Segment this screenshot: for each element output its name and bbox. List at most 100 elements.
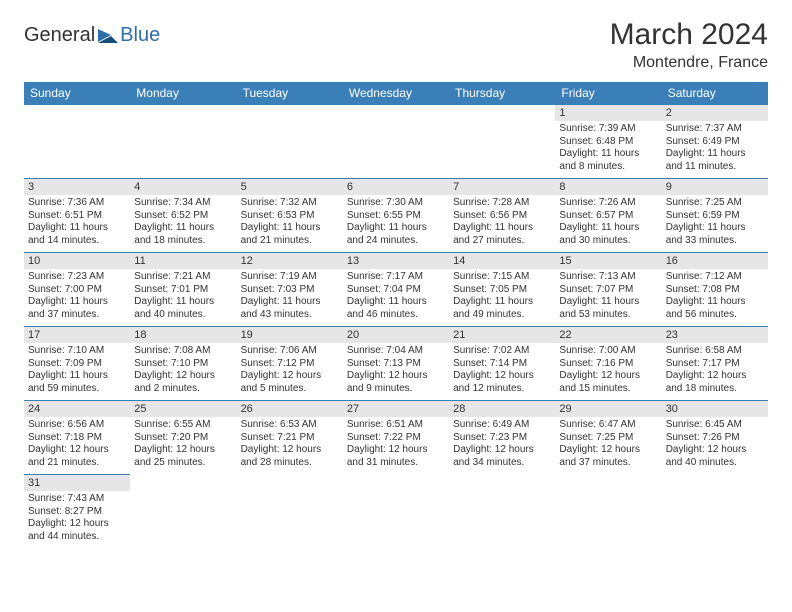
day-number: 4 [130, 179, 236, 195]
location-title: Montendre, France [610, 54, 768, 72]
calendar-cell: 28Sunrise: 6:49 AMSunset: 7:23 PMDayligh… [449, 401, 555, 475]
calendar-cell: 3Sunrise: 7:36 AMSunset: 6:51 PMDaylight… [24, 179, 130, 253]
day-body: Sunrise: 6:58 AMSunset: 7:17 PMDaylight:… [662, 343, 768, 399]
day-body: Sunrise: 7:00 AMSunset: 7:16 PMDaylight:… [555, 343, 661, 399]
daylight-text: Daylight: 12 hours and 15 minutes. [559, 370, 657, 395]
sunset-text: Sunset: 7:12 PM [241, 358, 339, 371]
day-body: Sunrise: 7:13 AMSunset: 7:07 PMDaylight:… [555, 269, 661, 325]
daylight-text: Daylight: 12 hours and 44 minutes. [28, 518, 126, 543]
sunset-text: Sunset: 7:13 PM [347, 358, 445, 371]
logo: General Blue [24, 24, 160, 47]
day-number: 6 [343, 179, 449, 195]
day-body: Sunrise: 6:47 AMSunset: 7:25 PMDaylight:… [555, 417, 661, 473]
day-number: 7 [449, 179, 555, 195]
day-body: Sunrise: 7:43 AMSunset: 8:27 PMDaylight:… [24, 491, 130, 547]
daylight-text: Daylight: 12 hours and 31 minutes. [347, 444, 445, 469]
month-title: March 2024 [610, 18, 768, 52]
day-number: 19 [237, 327, 343, 343]
day-body: Sunrise: 7:30 AMSunset: 6:55 PMDaylight:… [343, 195, 449, 251]
sunset-text: Sunset: 7:10 PM [134, 358, 232, 371]
calendar-cell: 15Sunrise: 7:13 AMSunset: 7:07 PMDayligh… [555, 253, 661, 327]
weekday-header-row: SundayMondayTuesdayWednesdayThursdayFrid… [24, 82, 768, 105]
day-body: Sunrise: 7:25 AMSunset: 6:59 PMDaylight:… [662, 195, 768, 251]
calendar-page: General Blue March 2024 Montendre, Franc… [0, 0, 792, 567]
day-number: 28 [449, 401, 555, 417]
sunrise-text: Sunrise: 7:37 AM [666, 123, 764, 136]
daylight-text: Daylight: 12 hours and 18 minutes. [666, 370, 764, 395]
calendar-body: 1Sunrise: 7:39 AMSunset: 6:48 PMDaylight… [24, 105, 768, 549]
day-number: 1 [555, 105, 661, 121]
sunset-text: Sunset: 6:53 PM [241, 210, 339, 223]
weekday-header: Saturday [662, 82, 768, 105]
daylight-text: Daylight: 12 hours and 28 minutes. [241, 444, 339, 469]
day-number: 29 [555, 401, 661, 417]
sunset-text: Sunset: 7:17 PM [666, 358, 764, 371]
sunset-text: Sunset: 7:07 PM [559, 284, 657, 297]
calendar-cell: 16Sunrise: 7:12 AMSunset: 7:08 PMDayligh… [662, 253, 768, 327]
calendar-cell [343, 475, 449, 549]
day-number: 20 [343, 327, 449, 343]
calendar-cell: 1Sunrise: 7:39 AMSunset: 6:48 PMDaylight… [555, 105, 661, 179]
day-body: Sunrise: 7:06 AMSunset: 7:12 PMDaylight:… [237, 343, 343, 399]
day-number: 31 [24, 475, 130, 491]
daylight-text: Daylight: 11 hours and 37 minutes. [28, 296, 126, 321]
sunrise-text: Sunrise: 6:47 AM [559, 419, 657, 432]
calendar-cell [449, 105, 555, 179]
daylight-text: Daylight: 11 hours and 53 minutes. [559, 296, 657, 321]
daylight-text: Daylight: 11 hours and 40 minutes. [134, 296, 232, 321]
calendar-cell: 4Sunrise: 7:34 AMSunset: 6:52 PMDaylight… [130, 179, 236, 253]
day-body: Sunrise: 7:26 AMSunset: 6:57 PMDaylight:… [555, 195, 661, 251]
sunset-text: Sunset: 7:23 PM [453, 432, 551, 445]
calendar-cell: 2Sunrise: 7:37 AMSunset: 6:49 PMDaylight… [662, 105, 768, 179]
day-number: 23 [662, 327, 768, 343]
daylight-text: Daylight: 12 hours and 34 minutes. [453, 444, 551, 469]
sunrise-text: Sunrise: 6:56 AM [28, 419, 126, 432]
calendar-cell: 30Sunrise: 6:45 AMSunset: 7:26 PMDayligh… [662, 401, 768, 475]
day-body: Sunrise: 6:55 AMSunset: 7:20 PMDaylight:… [130, 417, 236, 473]
sunset-text: Sunset: 6:59 PM [666, 210, 764, 223]
day-number: 12 [237, 253, 343, 269]
daylight-text: Daylight: 12 hours and 2 minutes. [134, 370, 232, 395]
daylight-text: Daylight: 12 hours and 5 minutes. [241, 370, 339, 395]
sunrise-text: Sunrise: 7:25 AM [666, 197, 764, 210]
calendar-cell: 26Sunrise: 6:53 AMSunset: 7:21 PMDayligh… [237, 401, 343, 475]
sunrise-text: Sunrise: 7:26 AM [559, 197, 657, 210]
sunrise-text: Sunrise: 6:45 AM [666, 419, 764, 432]
daylight-text: Daylight: 11 hours and 46 minutes. [347, 296, 445, 321]
calendar-cell [662, 475, 768, 549]
sunrise-text: Sunrise: 7:43 AM [28, 493, 126, 506]
sunrise-text: Sunrise: 7:06 AM [241, 345, 339, 358]
calendar-cell: 19Sunrise: 7:06 AMSunset: 7:12 PMDayligh… [237, 327, 343, 401]
day-body: Sunrise: 7:37 AMSunset: 6:49 PMDaylight:… [662, 121, 768, 177]
sunrise-text: Sunrise: 7:34 AM [134, 197, 232, 210]
sunset-text: Sunset: 7:26 PM [666, 432, 764, 445]
day-number: 24 [24, 401, 130, 417]
calendar-cell: 6Sunrise: 7:30 AMSunset: 6:55 PMDaylight… [343, 179, 449, 253]
calendar-cell: 31Sunrise: 7:43 AMSunset: 8:27 PMDayligh… [24, 475, 130, 549]
calendar-cell: 27Sunrise: 6:51 AMSunset: 7:22 PMDayligh… [343, 401, 449, 475]
flag-icon [97, 27, 119, 45]
sunrise-text: Sunrise: 7:28 AM [453, 197, 551, 210]
sunset-text: Sunset: 6:55 PM [347, 210, 445, 223]
daylight-text: Daylight: 11 hours and 8 minutes. [559, 148, 657, 173]
sunrise-text: Sunrise: 7:30 AM [347, 197, 445, 210]
weekday-header: Monday [130, 82, 236, 105]
day-body: Sunrise: 6:45 AMSunset: 7:26 PMDaylight:… [662, 417, 768, 473]
daylight-text: Daylight: 11 hours and 11 minutes. [666, 148, 764, 173]
calendar-cell: 12Sunrise: 7:19 AMSunset: 7:03 PMDayligh… [237, 253, 343, 327]
sunset-text: Sunset: 8:27 PM [28, 506, 126, 519]
sunset-text: Sunset: 7:01 PM [134, 284, 232, 297]
calendar-cell: 18Sunrise: 7:08 AMSunset: 7:10 PMDayligh… [130, 327, 236, 401]
sunset-text: Sunset: 6:51 PM [28, 210, 126, 223]
calendar-cell: 11Sunrise: 7:21 AMSunset: 7:01 PMDayligh… [130, 253, 236, 327]
sunrise-text: Sunrise: 7:10 AM [28, 345, 126, 358]
sunset-text: Sunset: 6:52 PM [134, 210, 232, 223]
sunrise-text: Sunrise: 7:19 AM [241, 271, 339, 284]
sunset-text: Sunset: 7:18 PM [28, 432, 126, 445]
calendar-cell: 7Sunrise: 7:28 AMSunset: 6:56 PMDaylight… [449, 179, 555, 253]
daylight-text: Daylight: 12 hours and 25 minutes. [134, 444, 232, 469]
title-block: March 2024 Montendre, France [610, 18, 768, 72]
daylight-text: Daylight: 12 hours and 9 minutes. [347, 370, 445, 395]
day-number: 10 [24, 253, 130, 269]
weekday-header: Friday [555, 82, 661, 105]
